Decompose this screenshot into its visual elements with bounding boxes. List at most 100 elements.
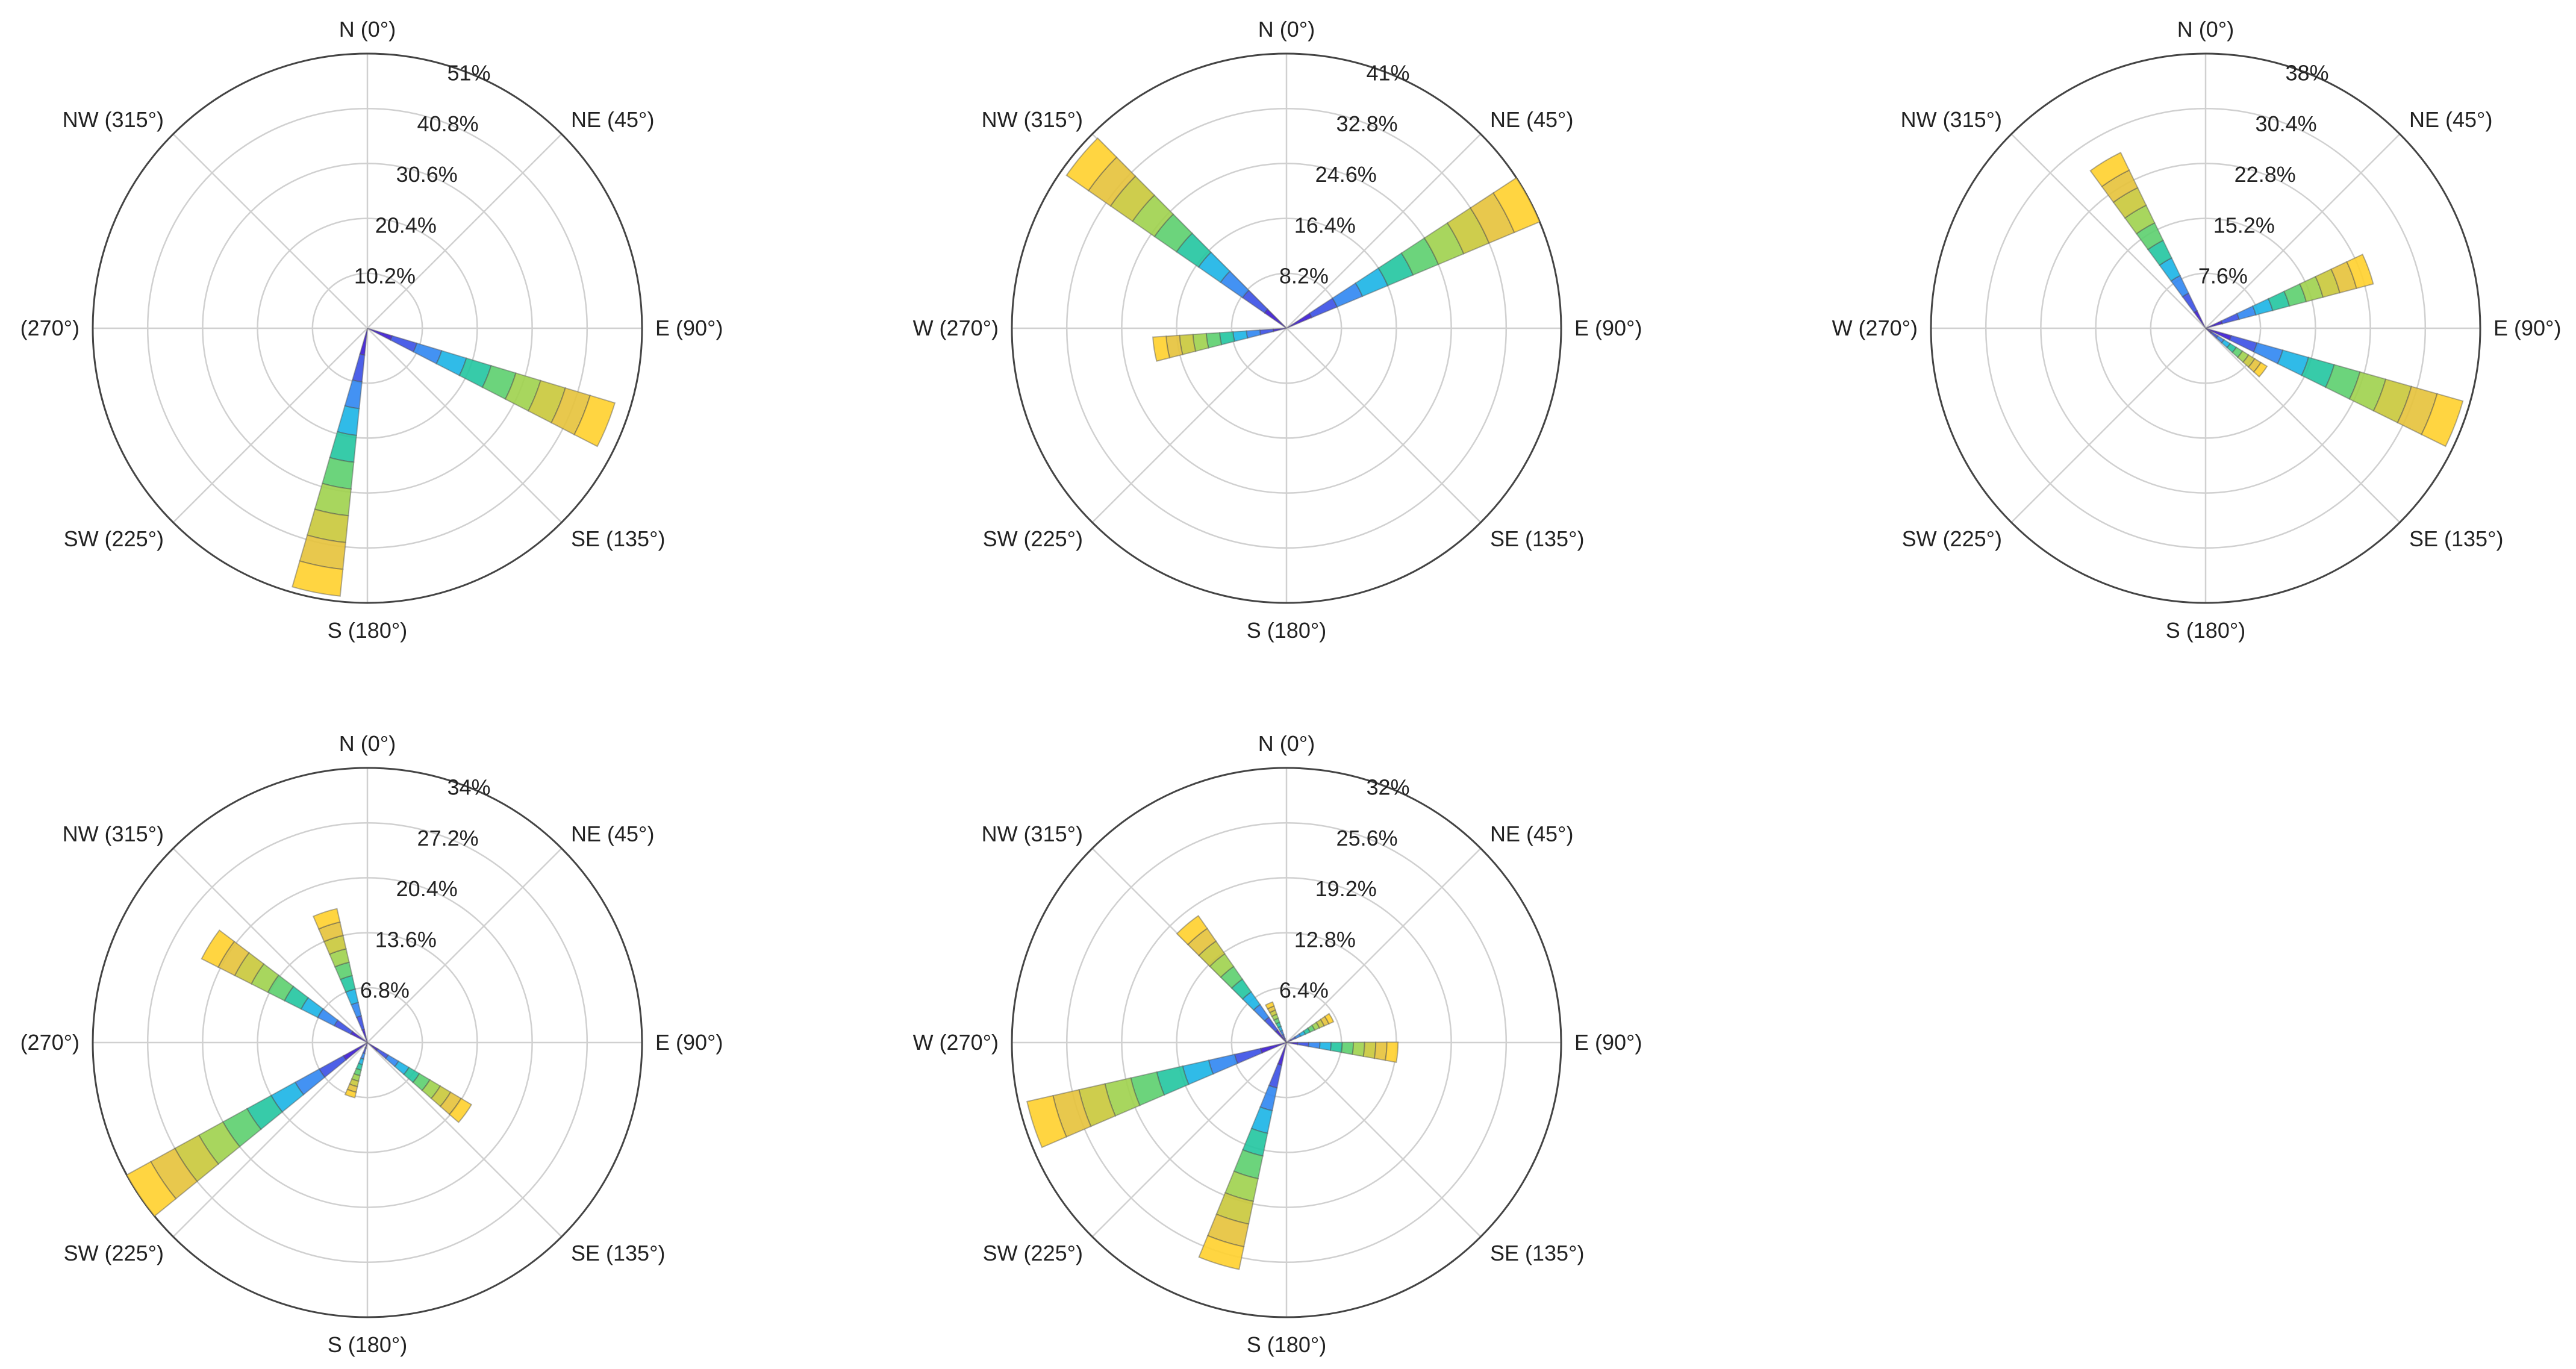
direction-label: NE (45°)	[571, 822, 654, 846]
direction-label: NE (45°)	[1490, 822, 1573, 846]
radial-grid-line	[367, 133, 563, 329]
radial-grid-line	[367, 328, 563, 523]
windrose-bar	[126, 1042, 368, 1217]
direction-label: E (90°)	[1574, 316, 1642, 340]
radial-tick-label: 12.8%	[1294, 928, 1356, 952]
windrose-bar-segment	[1152, 335, 1171, 362]
direction-label: S (180°)	[1247, 1332, 1326, 1357]
windrose-bar	[2089, 151, 2206, 329]
direction-label: SE (135°)	[1490, 1241, 1584, 1265]
windrose-bar	[1286, 1041, 1399, 1063]
windrose-bar-segment	[1176, 915, 1208, 946]
direction-label: SW (225°)	[983, 526, 1083, 551]
direction-label: N (0°)	[2177, 17, 2234, 42]
windrose-bar	[1264, 1001, 1287, 1043]
windrose-bar-segment	[1259, 328, 1274, 336]
radial-tick-label: 6.8%	[360, 978, 410, 1003]
windrose-bar-segment	[312, 908, 341, 930]
windrose-bar-segment	[126, 1161, 177, 1217]
polar-frame	[1011, 767, 1562, 1318]
radial-grid-line	[2010, 133, 2206, 329]
radial-grid-line	[367, 1042, 563, 1238]
windrose-bar-segment	[1264, 1001, 1275, 1010]
windrose-bar-segment	[344, 1088, 357, 1099]
windrose-bar-segment	[1026, 1094, 1067, 1149]
windrose-panel-2: 8.2% 16.4% 24.6% 32.8% 41% N (0°) NE (45°) E (9…	[913, 17, 1642, 643]
windrose-bar	[292, 328, 368, 597]
polar-frame	[92, 52, 643, 604]
radial-tick-label: 15.2%	[2213, 213, 2275, 238]
windrose-bar-segment	[1308, 1041, 1321, 1049]
windrose-panel-5: 6.4% 12.8% 19.2% 25.6% 32% N (0°) NE (45°) E (9…	[913, 731, 1642, 1357]
radial-tick-label: 7.6%	[2198, 264, 2248, 288]
windrose-bar	[201, 929, 368, 1043]
windrose-bar-segment	[1297, 1041, 1310, 1047]
direction-label: NW (315°)	[63, 822, 164, 846]
windrose-bar-segment	[2205, 320, 2224, 329]
direction-label: (270°)	[20, 316, 80, 340]
radial-tick-label: 25.6%	[1336, 826, 1398, 850]
windrose-bar-segment	[1233, 1047, 1263, 1065]
windrose-bar-segment	[344, 379, 363, 410]
windrose-bar-segment	[1264, 308, 1287, 329]
radial-grid-line	[1091, 328, 1287, 523]
windrose-bar-segment	[351, 353, 366, 383]
radial-grid-line	[2205, 328, 2401, 523]
direction-label: W (270°)	[913, 1030, 999, 1055]
windrose-bar-segment	[2253, 361, 2268, 378]
windrose-panel-1: 10.2% 20.4% 30.6% 40.8% 51% N (0°) NE (45°) E (…	[20, 17, 723, 643]
radial-grid-line	[2010, 328, 2206, 523]
windrose-bar	[2205, 328, 2464, 447]
direction-label: S (180°)	[1247, 618, 1326, 643]
radial-tick-label: 32.8%	[1336, 111, 1398, 136]
direction-label: NE (45°)	[571, 107, 654, 132]
direction-label: E (90°)	[1574, 1030, 1642, 1055]
direction-label: E (90°)	[655, 1030, 723, 1055]
windrose-bar	[1152, 328, 1287, 362]
windrose-bar-segment	[2181, 292, 2198, 314]
windrose-bar-segment	[573, 394, 616, 447]
direction-label: NW (315°)	[1901, 107, 2002, 132]
windrose-bar	[1176, 915, 1287, 1043]
windrose-bar-segment	[1208, 1053, 1239, 1075]
direction-label: SE (135°)	[1490, 526, 1584, 551]
windrose-bar-segment	[1329, 1041, 1343, 1053]
windrose-bar-segment	[1384, 1041, 1399, 1063]
windrose-bar	[344, 1042, 368, 1099]
windrose-bar-segment	[1492, 176, 1541, 234]
radial-tick-label: 34%	[447, 775, 490, 800]
radial-tick-label: 20.4%	[375, 213, 437, 238]
direction-label: NW (315°)	[63, 107, 164, 132]
polar-frame	[1930, 52, 2481, 604]
radial-tick-label: 38%	[2285, 61, 2328, 86]
windrose-bar-segment	[2421, 393, 2464, 447]
windrose-bar-segment	[1268, 1063, 1283, 1089]
radial-tick-label: 22.8%	[2235, 162, 2296, 187]
direction-label: SW (225°)	[1902, 526, 2002, 551]
windrose-bar-segment	[329, 431, 357, 463]
windrose-bar-segment	[1373, 1041, 1388, 1061]
windrose-bar-segment	[1218, 331, 1235, 346]
radial-grid-line	[172, 1042, 368, 1238]
radial-grid-line	[172, 133, 368, 329]
windrose-bar-segment	[389, 335, 418, 353]
windrose-bar-segment	[201, 929, 235, 968]
direction-label: N (0°)	[1258, 731, 1315, 756]
windrose-bar-segment	[1318, 1041, 1332, 1052]
direction-label: N (0°)	[339, 17, 396, 42]
direction-label: SE (135°)	[571, 1241, 665, 1265]
radial-grid-line	[367, 847, 563, 1043]
direction-label: NE (45°)	[1490, 107, 1573, 132]
windrose-bar-segment	[292, 560, 344, 597]
radial-tick-label: 41%	[1366, 61, 1409, 86]
windrose-bar-segment	[318, 1055, 348, 1079]
radial-tick-label: 19.2%	[1315, 876, 1377, 901]
windrose-panel-4: 6.8% 13.6% 20.4% 27.2% 34% N (0°) NE (45°) E (9…	[20, 731, 723, 1357]
windrose-panel-3: 7.6% 15.2% 22.8% 30.4% 38% N (0°) NE (45°) E (9…	[1832, 17, 2562, 643]
radial-tick-label: 6.4%	[1279, 978, 1329, 1003]
direction-label: NW (315°)	[982, 107, 1083, 132]
radial-tick-label: 8.2%	[1279, 264, 1329, 288]
windrose-bar	[1065, 137, 1287, 329]
direction-label: SW (225°)	[64, 1241, 164, 1265]
direction-label: E (90°)	[2493, 316, 2561, 340]
